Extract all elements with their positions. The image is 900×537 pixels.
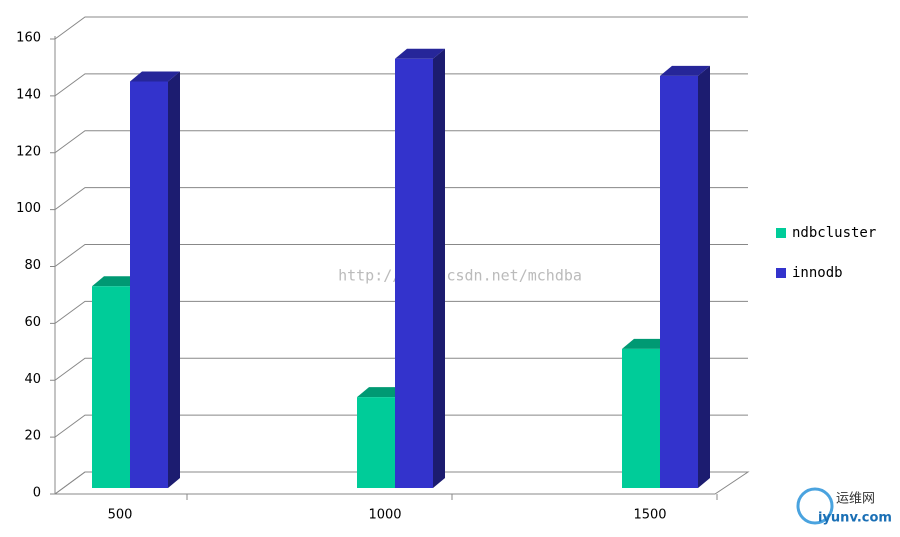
x-tick-label: 1500 [633,508,666,523]
bar-face [622,348,660,488]
logo-icon [796,487,834,525]
grid-line [54,73,748,97]
bar-face [395,58,433,488]
legend-swatch [776,268,786,278]
bar-face [168,71,180,488]
logo-site: iyunv.com [818,511,892,526]
bar-face [433,48,445,488]
y-tick-label: 60 [24,315,41,330]
bar-face [395,48,445,59]
bar-face [660,65,710,76]
x-tick-label: 500 [108,508,133,523]
grid-line [54,414,748,438]
grid-line [54,130,748,154]
bar-face [92,286,130,488]
legend-swatch [776,228,786,238]
bar [130,71,180,488]
grid-line [54,187,748,211]
grid-line [54,244,748,267]
y-tick-label: 100 [16,201,41,216]
bar-face [357,397,395,488]
bar-face [357,387,407,398]
y-tick-label: 20 [24,429,41,444]
y-tick-label: 120 [16,144,41,159]
grid-line [54,16,748,40]
y-tick-label: 140 [16,87,41,102]
y-tick-label: 0 [33,486,41,501]
grid-line [54,357,748,381]
bar [395,48,445,488]
y-tick-label: 160 [16,31,41,46]
legend-label: innodb [792,265,843,281]
bar-face [660,75,698,488]
legend-label: ndbcluster [792,225,876,241]
bar [660,65,710,488]
y-tick-label: 80 [24,258,41,273]
grid-line [54,471,748,495]
bar-face [130,81,168,488]
x-tick-label: 1000 [368,508,401,523]
watermark: http://blog.csdn.net/mchdba [338,267,582,285]
bar-face [92,276,142,287]
bar-face [698,65,710,488]
bar-face [130,71,180,82]
logo-name: 运维网 [836,492,875,507]
bar-face [622,338,672,349]
grid-line [54,300,748,324]
y-tick-label: 40 [24,372,41,387]
